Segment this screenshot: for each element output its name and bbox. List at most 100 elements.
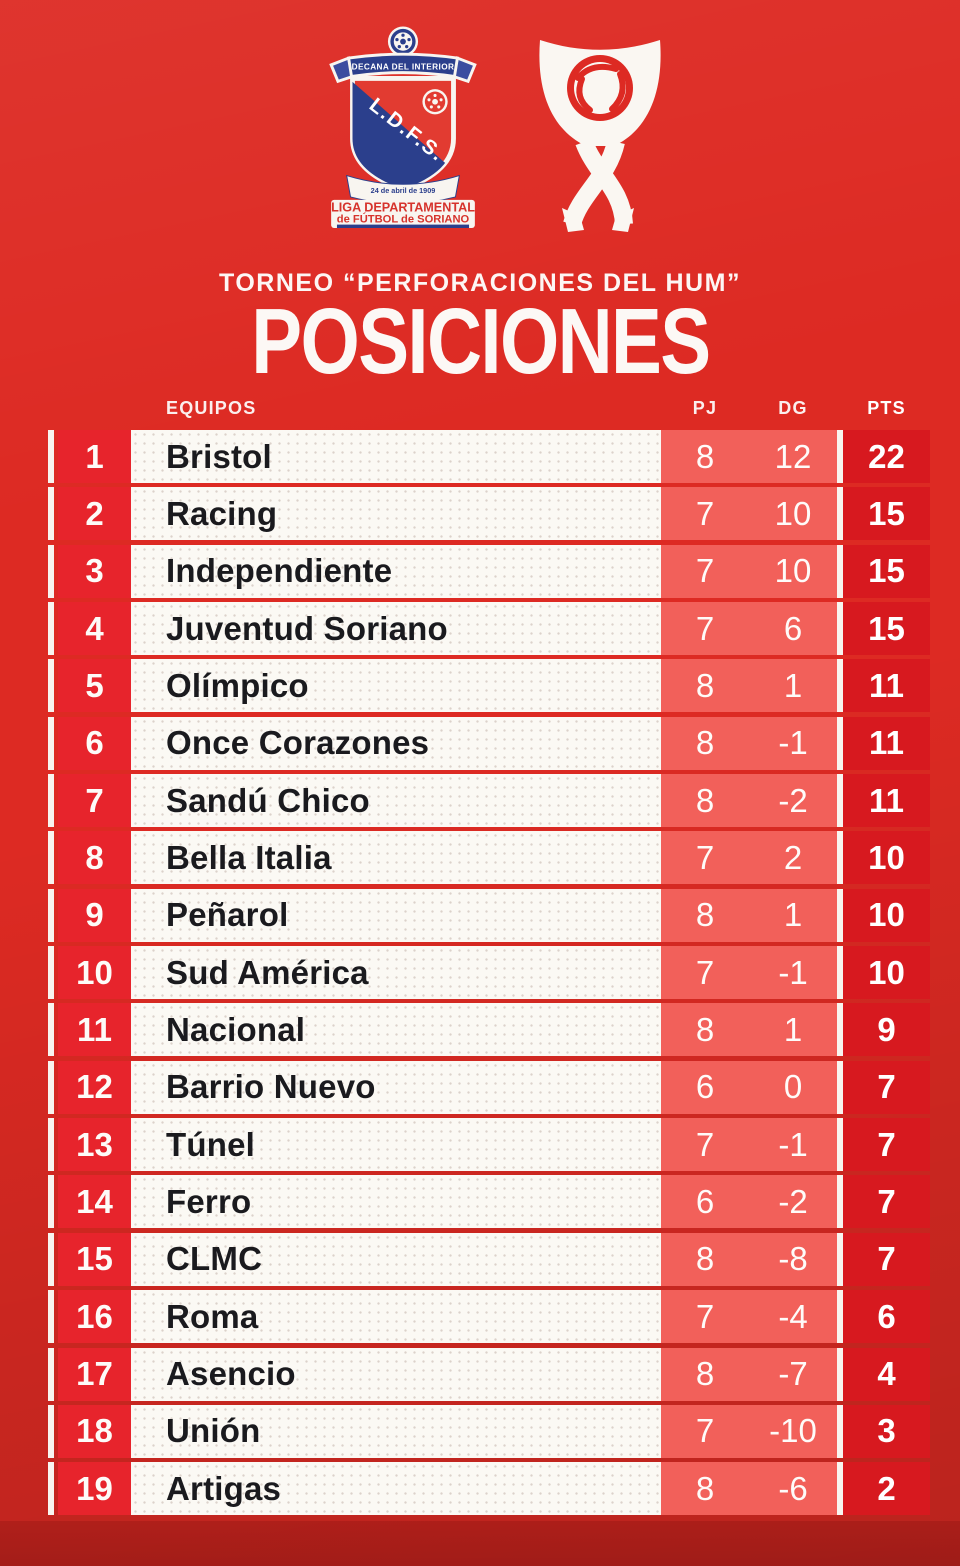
column-header-played: PJ [692, 398, 718, 418]
points-separator [837, 1347, 843, 1401]
table-row: 4 Juventud Soriano 7 6 15 [48, 602, 930, 656]
points-cell: 7 [843, 1118, 930, 1172]
position-cell: 11 [58, 1003, 131, 1057]
goal-diff-value: 1 [783, 666, 803, 704]
team-name-cell: Bristol [131, 430, 661, 483]
table-row: 10 Sud América 7 -1 10 [48, 946, 930, 1000]
footer-shade [0, 1521, 960, 1566]
points-cell: 4 [843, 1347, 930, 1401]
team-name-cell: Sandú Chico [131, 774, 661, 828]
crest-shield: L.D.F.S. [350, 76, 456, 192]
points-separator [837, 1404, 843, 1458]
table-row: 8 Bella Italia 7 2 10 [48, 831, 930, 885]
goal-diff-value: 10 [774, 552, 812, 590]
position-cell: 19 [58, 1462, 131, 1516]
stats-cell: 7 -1 [661, 1118, 837, 1172]
played-value: 7 [695, 552, 715, 590]
table-row: 3 Independiente 7 10 15 [48, 544, 930, 598]
crest-league-line2: de FÚTBOL de SORIANO [337, 213, 470, 226]
goal-diff-value: -2 [778, 1182, 808, 1220]
goal-diff-value: 0 [783, 1068, 803, 1106]
position-cell: 4 [58, 602, 131, 656]
crest-league-name: LIGA DEPARTAMENTAL de FÚTBOL de SORIANO [331, 199, 475, 228]
row-tick [48, 1290, 54, 1344]
row-tick [48, 1060, 54, 1114]
position-cell: 6 [58, 716, 131, 770]
stats-cell: 7 10 [661, 544, 837, 598]
points-separator [837, 602, 843, 656]
points-separator [837, 430, 843, 483]
stats-cell: 8 1 [661, 1003, 837, 1057]
table-row: 16 Roma 7 -4 6 [48, 1290, 930, 1344]
goal-diff-value: 1 [783, 1010, 803, 1048]
position-cell: 2 [58, 487, 131, 541]
position-cell: 5 [58, 659, 131, 713]
points-separator [837, 774, 843, 828]
played-value: 7 [695, 494, 715, 532]
points-cell: 10 [843, 888, 930, 942]
points-separator [837, 1003, 843, 1057]
stats-cell: 7 6 [661, 602, 837, 656]
goal-diff-value: -7 [778, 1355, 808, 1392]
row-tick [48, 659, 54, 713]
points-cell: 7 [843, 1060, 930, 1114]
played-value: 8 [695, 1240, 715, 1278]
team-name-cell: Túnel [131, 1118, 661, 1172]
row-tick [48, 774, 54, 828]
table-row: 12 Barrio Nuevo 6 0 7 [48, 1060, 930, 1114]
row-tick [48, 544, 54, 598]
row-tick [48, 430, 54, 483]
goal-diff-value: 2 [783, 838, 803, 876]
stats-cell: 6 -2 [661, 1175, 837, 1229]
points-cell: 15 [843, 487, 930, 541]
points-separator [837, 544, 843, 598]
team-name-cell: Roma [131, 1290, 661, 1344]
played-value: 7 [695, 609, 715, 647]
points-cell: 11 [843, 716, 930, 770]
goal-diff-value: -10 [769, 1412, 817, 1450]
team-name-cell: Olímpico [131, 659, 661, 713]
table-row: 9 Peñarol 8 1 10 [48, 888, 930, 942]
row-tick [48, 946, 54, 1000]
position-cell: 14 [58, 1175, 131, 1229]
position-cell: 13 [58, 1118, 131, 1172]
played-value: 8 [695, 1469, 715, 1507]
points-separator [837, 888, 843, 942]
row-tick [48, 1232, 54, 1286]
team-name-cell: Bella Italia [131, 831, 661, 885]
row-tick [48, 602, 54, 656]
row-tick [48, 1404, 54, 1458]
points-separator [837, 1462, 843, 1516]
position-cell: 9 [58, 888, 131, 942]
played-value: 8 [695, 781, 715, 819]
goal-diff-value: 6 [783, 609, 803, 647]
row-tick [48, 716, 54, 770]
stats-cell: 7 2 [661, 831, 837, 885]
stats-cell: 8 -2 [661, 774, 837, 828]
points-cell: 22 [843, 430, 930, 483]
table-row: 11 Nacional 8 1 9 [48, 1003, 930, 1057]
row-tick [48, 1347, 54, 1401]
table-row: 5 Olímpico 8 1 11 [48, 659, 930, 713]
position-cell: 17 [58, 1347, 131, 1401]
position-cell: 8 [58, 831, 131, 885]
points-cell: 10 [843, 831, 930, 885]
table-row: 14 Ferro 6 -2 7 [48, 1175, 930, 1229]
points-separator [837, 1175, 843, 1229]
points-separator [837, 487, 843, 541]
played-value: 7 [695, 1297, 715, 1335]
table-row: 18 Unión 7 -10 3 [48, 1404, 930, 1458]
points-cell: 11 [843, 659, 930, 713]
stats-cell: 8 -6 [661, 1462, 837, 1516]
league-crest-logo: DECANA DEL INTERIOR L.D.F.S. 24 [329, 26, 477, 228]
points-separator [837, 1290, 843, 1344]
points-cell: 15 [843, 544, 930, 598]
points-separator [837, 831, 843, 885]
row-tick [48, 831, 54, 885]
crest-ball-icon [387, 26, 419, 57]
page-title: POSICIONES [250, 289, 711, 393]
stats-cell: 8 -8 [661, 1232, 837, 1286]
points-cell: 6 [843, 1290, 930, 1344]
position-cell: 18 [58, 1404, 131, 1458]
